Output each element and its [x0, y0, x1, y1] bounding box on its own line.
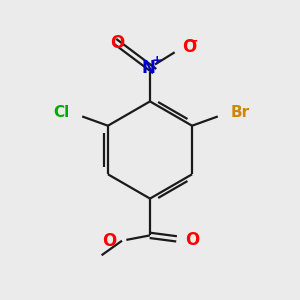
- Text: N: N: [142, 58, 155, 76]
- Text: Br: Br: [230, 105, 250, 120]
- Text: Cl: Cl: [53, 105, 70, 120]
- Text: O: O: [110, 34, 124, 52]
- Text: O: O: [182, 38, 197, 56]
- Text: −: −: [186, 33, 198, 47]
- Text: +: +: [151, 54, 162, 67]
- Text: O: O: [185, 231, 200, 249]
- Text: O: O: [102, 232, 116, 250]
